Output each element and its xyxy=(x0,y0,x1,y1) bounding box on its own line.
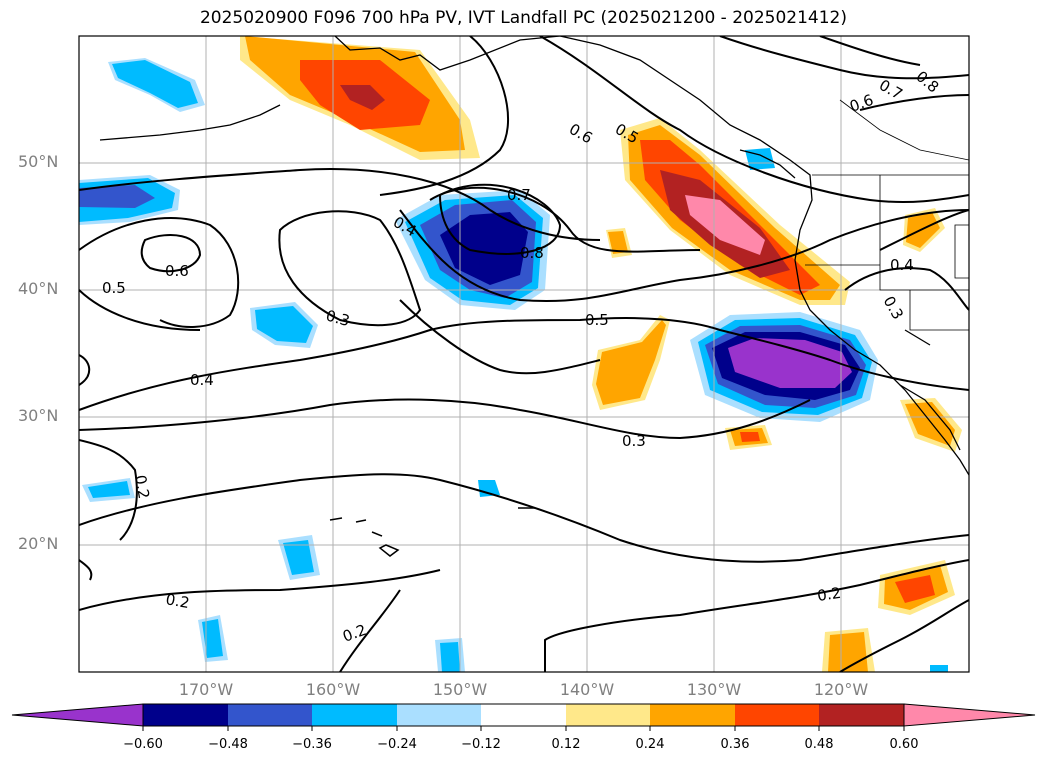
colorbar-tick: −0.12 xyxy=(461,737,501,752)
colorbar-tick: 0.60 xyxy=(889,737,919,752)
contour-label: 0.5 xyxy=(585,311,609,329)
lon-label: 140°W xyxy=(559,680,615,699)
colorbar-tick: −0.60 xyxy=(123,737,163,752)
lat-label: 20°N xyxy=(18,534,59,553)
lon-label: 120°W xyxy=(813,680,869,699)
colorbar-tick: −0.48 xyxy=(208,737,248,752)
positive-anomaly-ne-pacific xyxy=(240,36,480,160)
contour-label: 0.3 xyxy=(622,432,646,450)
contour-label: 0.8 xyxy=(912,67,942,96)
positive-anomaly-atmospheric-river xyxy=(620,118,850,305)
coastlines xyxy=(99,36,969,476)
contour-label: 0.3 xyxy=(880,293,908,323)
negative-anomaly-small-patches xyxy=(79,58,948,672)
state-borders xyxy=(805,99,969,331)
contour-label: 0.6 xyxy=(165,262,189,280)
map-frame xyxy=(78,35,970,673)
contour-label: 0.5 xyxy=(102,279,126,297)
colorbar-tick: 0.48 xyxy=(804,737,834,752)
contour-label: 0.3 xyxy=(324,306,352,330)
contour-label: 0.6 xyxy=(847,91,876,116)
contour-label: 0.4 xyxy=(890,256,914,274)
lat-label: 40°N xyxy=(18,279,59,298)
colorbar xyxy=(11,703,1036,731)
colorbar-tick: 0.24 xyxy=(635,737,665,752)
hawaii-islands xyxy=(329,507,535,557)
contour-label: 0.7 xyxy=(507,186,531,204)
contour-label: 0.8 xyxy=(520,244,544,262)
contour-label: 0.2 xyxy=(816,584,842,605)
lat-label: 50°N xyxy=(18,152,59,171)
contour-label: 0.4 xyxy=(190,371,214,389)
pv-contours xyxy=(79,36,969,672)
gridlines xyxy=(79,36,969,672)
contour-label: 0.2 xyxy=(340,621,369,646)
contour-label: 0.2 xyxy=(164,590,191,612)
contour-label: 0.7 xyxy=(876,76,906,104)
positive-anomaly-subtropical xyxy=(592,208,962,672)
lon-label: 160°W xyxy=(305,680,361,699)
lon-label: 150°W xyxy=(432,680,488,699)
colorbar-tick: 0.36 xyxy=(720,737,750,752)
colorbar-tick: 0.12 xyxy=(551,737,581,752)
contour-label: 0.2 xyxy=(131,474,153,501)
lon-label: 130°W xyxy=(686,680,742,699)
negative-anomaly-subtropical-east xyxy=(690,312,878,422)
contour-label: 0.6 xyxy=(566,120,596,148)
colorbar-tick: −0.24 xyxy=(377,737,417,752)
lat-label: 30°N xyxy=(18,406,59,425)
shaded-anomalies: 0.8 0.7 0.6 0.6 0.5 0.5 0.5 0.4 0.4 0.4 … xyxy=(79,36,969,672)
colorbar-tick: −0.36 xyxy=(292,737,332,752)
map-title: 2025020900 F096 700 hPa PV, IVT Landfall… xyxy=(199,8,847,28)
lon-label: 170°W xyxy=(178,680,234,699)
